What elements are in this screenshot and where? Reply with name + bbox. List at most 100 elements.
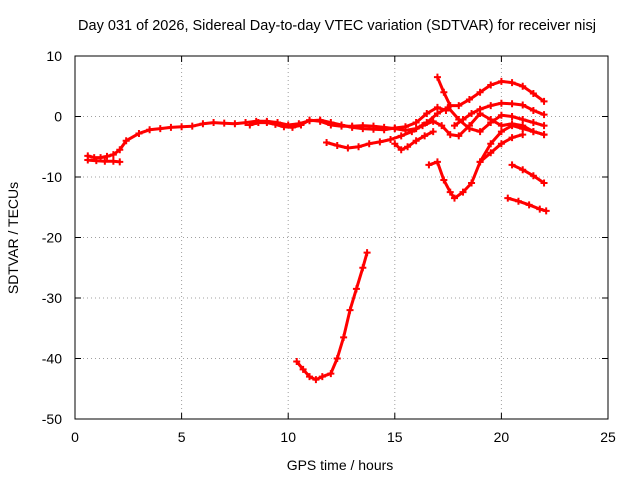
data-point	[508, 161, 516, 169]
data-point	[514, 197, 522, 205]
data-point	[497, 77, 505, 85]
data-point	[254, 119, 262, 127]
data-point	[487, 140, 495, 148]
data-point	[103, 152, 111, 160]
data-point	[429, 128, 437, 136]
data-point	[397, 146, 405, 154]
series-arc-12	[295, 251, 369, 382]
data-point	[231, 120, 239, 128]
data-point	[425, 161, 433, 169]
data-point	[504, 194, 512, 202]
data-point	[519, 166, 527, 174]
data-point	[135, 129, 143, 137]
data-point	[280, 123, 288, 131]
data-point	[540, 131, 548, 139]
data-point	[542, 207, 550, 215]
series-arc-6	[325, 112, 546, 150]
data-point	[346, 306, 354, 314]
chart-title: Day 031 of 2026, Sidereal Day-to-day VTE…	[78, 18, 596, 34]
data-point	[529, 128, 537, 136]
data-point	[188, 122, 196, 130]
x-tick-label: 20	[494, 429, 510, 445]
data-point	[348, 122, 356, 130]
ticks: 0 5 10 15 20 25 10 0 -10 -20 -30 -40 -50	[42, 48, 616, 445]
data-point	[178, 123, 186, 131]
data-point	[433, 103, 441, 111]
data-point	[242, 119, 250, 127]
data-point	[297, 121, 305, 129]
y-tick-label: -50	[42, 411, 62, 427]
data-point	[536, 205, 544, 213]
data-point	[246, 121, 254, 129]
data-point	[327, 370, 335, 378]
data-point	[352, 285, 360, 293]
data-point	[263, 119, 271, 127]
data-point	[529, 106, 537, 114]
data-point	[525, 201, 533, 209]
data-point	[146, 126, 154, 134]
x-axis-label: GPS time / hours	[287, 457, 394, 473]
data-point	[299, 365, 307, 373]
data-point	[433, 158, 441, 166]
data-point	[344, 144, 352, 152]
data-point	[312, 376, 320, 384]
data-point	[455, 102, 463, 110]
data-point	[465, 96, 473, 104]
data-point	[519, 82, 527, 90]
data-point	[476, 88, 484, 96]
data-point	[323, 139, 331, 147]
data-point	[519, 116, 527, 124]
data-point	[446, 188, 454, 196]
data-point	[220, 119, 228, 127]
series-arc-8	[427, 124, 546, 200]
data-point	[293, 358, 301, 366]
data-point	[450, 194, 458, 202]
data-point	[497, 140, 505, 148]
data-point	[497, 99, 505, 107]
data-point	[306, 373, 314, 381]
data-point	[333, 355, 341, 362]
data-point	[487, 102, 495, 110]
y-tick-label: 0	[54, 109, 62, 125]
data-point	[497, 122, 505, 130]
data-point	[433, 73, 441, 81]
data-point	[540, 122, 548, 130]
data-point	[210, 119, 218, 127]
data-point	[423, 109, 431, 117]
y-tick-label: -30	[42, 290, 62, 306]
data-point	[508, 79, 516, 87]
data-point	[519, 125, 527, 133]
plot-frame	[74, 55, 609, 420]
data-point	[476, 109, 484, 117]
data-point	[468, 179, 476, 187]
data-point	[397, 132, 405, 140]
data-point	[508, 122, 516, 130]
data-point	[540, 179, 548, 187]
data-point	[497, 111, 505, 119]
data-point	[455, 132, 463, 140]
data-point	[450, 122, 458, 130]
data-point	[487, 81, 495, 89]
x-tick-label: 25	[600, 429, 616, 445]
data-point	[440, 88, 448, 96]
data-point	[116, 158, 124, 166]
data-point	[109, 157, 117, 165]
data-point	[459, 188, 467, 196]
data-point	[359, 264, 367, 272]
data-point	[318, 373, 326, 381]
data-point	[109, 151, 117, 159]
data-point	[508, 100, 516, 108]
grid	[75, 56, 608, 419]
data-point	[529, 119, 537, 127]
data-point	[101, 157, 109, 165]
data-point	[540, 97, 548, 105]
x-tick-label: 10	[280, 429, 296, 445]
data-point	[412, 119, 420, 127]
data-point	[365, 140, 373, 148]
series-arc-4	[435, 75, 546, 108]
data-point	[369, 122, 377, 130]
data-point	[476, 128, 484, 136]
data-point	[380, 123, 388, 131]
y-axis-label: SDTVAR / TECUs	[5, 182, 21, 294]
data-point	[359, 122, 367, 130]
